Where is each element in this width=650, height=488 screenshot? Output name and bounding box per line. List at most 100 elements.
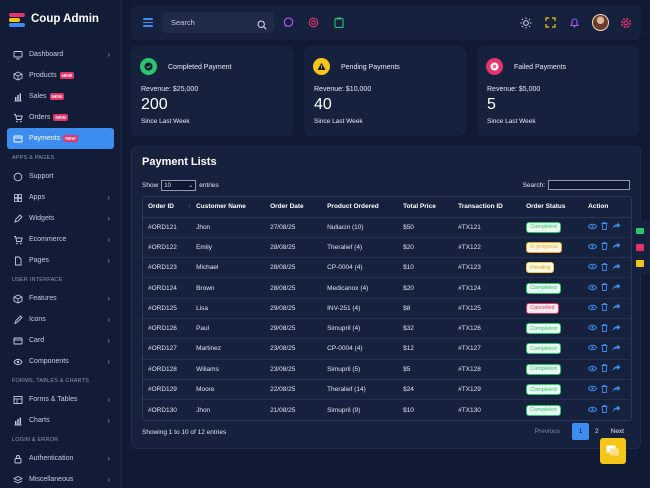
sidebar-item-products[interactable]: Products NEW: [7, 65, 114, 86]
share-forward-icon[interactable]: [612, 364, 621, 374]
view-eye-icon[interactable]: [588, 263, 598, 272]
folder-icon[interactable]: [636, 260, 644, 267]
card-title: Failed Payments: [514, 64, 567, 71]
sun-icon[interactable]: [519, 16, 532, 29]
message-icon: [606, 445, 619, 456]
sidebar-item-card[interactable]: Card ›: [7, 330, 114, 351]
sidebar-item-widgets[interactable]: Widgets ›: [7, 208, 114, 229]
delete-trash-icon[interactable]: [601, 384, 608, 395]
view-eye-icon[interactable]: [588, 344, 598, 353]
sidebar-item-miscellaneous[interactable]: Miscellaneous ›: [7, 469, 114, 488]
table-row[interactable]: #ORD125 Lisa 29/08/25 INV-251 (4) $8 #TX125 Ca…: [143, 298, 631, 319]
sidebar-item-authentication[interactable]: Authentication ›: [7, 448, 114, 469]
view-eye-icon[interactable]: [588, 223, 598, 232]
cash-icon[interactable]: [636, 228, 644, 234]
sidebar-item-support[interactable]: Support: [7, 166, 114, 187]
cell-txn: #TX123: [453, 257, 522, 279]
share-forward-icon[interactable]: [612, 222, 621, 232]
entries-select[interactable]: 10 ⌄: [161, 180, 197, 191]
col-order-date[interactable]: Order Date: [265, 197, 323, 218]
previous-page-button[interactable]: Previous: [534, 428, 560, 435]
chevron-right-icon: ›: [107, 357, 110, 366]
delete-trash-icon[interactable]: [601, 344, 608, 354]
fullscreen-icon[interactable]: [544, 16, 557, 29]
view-eye-icon[interactable]: [588, 406, 598, 415]
delete-trash-icon[interactable]: [601, 262, 608, 273]
table-row[interactable]: #ORD124 Brown 28/08/25 Medicanox (4) $20 #TX1…: [143, 277, 631, 299]
view-eye-icon[interactable]: [588, 385, 598, 394]
delete-trash-icon[interactable]: [601, 242, 608, 252]
cell-price: $5: [398, 359, 454, 380]
sidebar-item-pages[interactable]: Pages ›: [7, 250, 114, 271]
settings-gear-icon[interactable]: [619, 16, 632, 29]
view-eye-icon[interactable]: [588, 243, 598, 252]
delete-trash-icon[interactable]: [601, 283, 608, 293]
view-eye-icon[interactable]: [588, 284, 598, 293]
table-row[interactable]: #ORD128 Wiliams 23/08/25 Simupril (5) $5 #TX1…: [143, 359, 631, 380]
col-product-ordered[interactable]: Product Ordered: [322, 197, 399, 218]
menu-toggle-icon[interactable]: [143, 18, 153, 29]
col-total-price[interactable]: Total Price: [398, 197, 454, 218]
share-forward-icon[interactable]: [612, 385, 621, 395]
sidebar-item-components[interactable]: Components ›: [7, 351, 114, 372]
table-row[interactable]: #ORD126 Paul 29/08/25 Simupril (4) $32 #TX126…: [143, 318, 631, 340]
table-row[interactable]: #ORD130 Jhon 21/08/25 Simupril (9) $10 #TX130…: [143, 400, 631, 420]
table-row[interactable]: #ORD123 Michael 28/08/25 CP-0004 (4) $10 #TX1…: [143, 257, 631, 279]
view-eye-icon[interactable]: [588, 324, 598, 333]
chat-fab-button[interactable]: [600, 438, 626, 464]
sidebar-item-dashboard[interactable]: Dashboard ›: [7, 44, 114, 65]
sidebar-item-features[interactable]: Features ›: [7, 288, 114, 309]
share-forward-icon[interactable]: [612, 242, 621, 252]
chat-icon[interactable]: [282, 16, 295, 29]
share-forward-icon[interactable]: [612, 283, 621, 293]
share-forward-icon[interactable]: [612, 303, 621, 313]
sidebar-item-ecommerce[interactable]: Ecommerce ›: [7, 229, 114, 250]
search-input[interactable]: [171, 17, 251, 28]
share-forward-icon[interactable]: [612, 344, 621, 354]
table-row[interactable]: #ORD122 Emily 28/08/25 Theralief (4) $20 #TX1…: [143, 237, 631, 259]
col-order-status[interactable]: Order Status: [521, 197, 584, 218]
bell-icon[interactable]: [568, 16, 581, 29]
chart-icon: [13, 416, 23, 426]
table-row[interactable]: #ORD129 Moore 22/08/25 Theralief (14) $24 #TX…: [143, 379, 631, 401]
sidebar-item-charts[interactable]: Charts ›: [7, 410, 114, 431]
next-page-button[interactable]: Next: [610, 428, 624, 435]
col-transaction-id[interactable]: Transaction ID: [453, 197, 522, 218]
delete-trash-icon[interactable]: [601, 222, 608, 232]
box-icon: [13, 293, 23, 304]
user-avatar[interactable]: [592, 14, 609, 31]
share-forward-icon[interactable]: [612, 405, 621, 415]
delete-trash-icon[interactable]: [601, 364, 608, 374]
share-forward-icon[interactable]: [612, 263, 621, 273]
sidebar-item-label: Orders: [29, 114, 51, 121]
page-2-button[interactable]: 2: [595, 428, 599, 435]
clipboard-icon[interactable]: [332, 16, 345, 29]
sidebar-item-apps[interactable]: Apps ›: [7, 187, 114, 208]
share-forward-icon[interactable]: [612, 324, 621, 334]
search-box[interactable]: [162, 12, 274, 33]
table-header-row: Order ID ↑ Customer Name Order Date Prod…: [143, 197, 631, 218]
col-customer-name[interactable]: Customer Name: [191, 197, 266, 218]
delete-trash-icon[interactable]: [601, 323, 608, 334]
brand[interactable]: Coup Admin: [0, 0, 121, 38]
table-row[interactable]: #ORD127 Martinez 23/08/25 CP-0004 (4) $12 #TX…: [143, 338, 631, 360]
table-row[interactable]: #ORD121 Jhon 27/08/25 Nullacin (10) $50 #TX12…: [143, 217, 631, 238]
sidebar-item-forms-tables[interactable]: Forms & Tables ›: [7, 389, 114, 410]
search-icon[interactable]: [257, 17, 267, 35]
sidebar-item-orders[interactable]: Orders NEW: [7, 107, 114, 128]
image-icon[interactable]: [636, 244, 644, 251]
cell-action: [583, 379, 631, 401]
view-eye-icon[interactable]: [588, 365, 598, 374]
sidebar-item-sales[interactable]: Sales NEW: [7, 86, 114, 107]
view-eye-icon[interactable]: [588, 304, 598, 313]
sidebar-item-icons[interactable]: Icons ›: [7, 309, 114, 330]
sidebar-item-payments[interactable]: Payments NEW: [7, 128, 114, 149]
check-icon: [140, 58, 157, 75]
table-search-input[interactable]: [548, 180, 630, 190]
mention-icon[interactable]: [307, 16, 320, 29]
col-order-id[interactable]: Order ID ↑: [143, 197, 192, 218]
delete-trash-icon[interactable]: [601, 303, 608, 313]
new-badge: NEW: [63, 135, 78, 142]
delete-trash-icon[interactable]: [601, 405, 608, 415]
page-1-button[interactable]: 1: [572, 423, 589, 440]
